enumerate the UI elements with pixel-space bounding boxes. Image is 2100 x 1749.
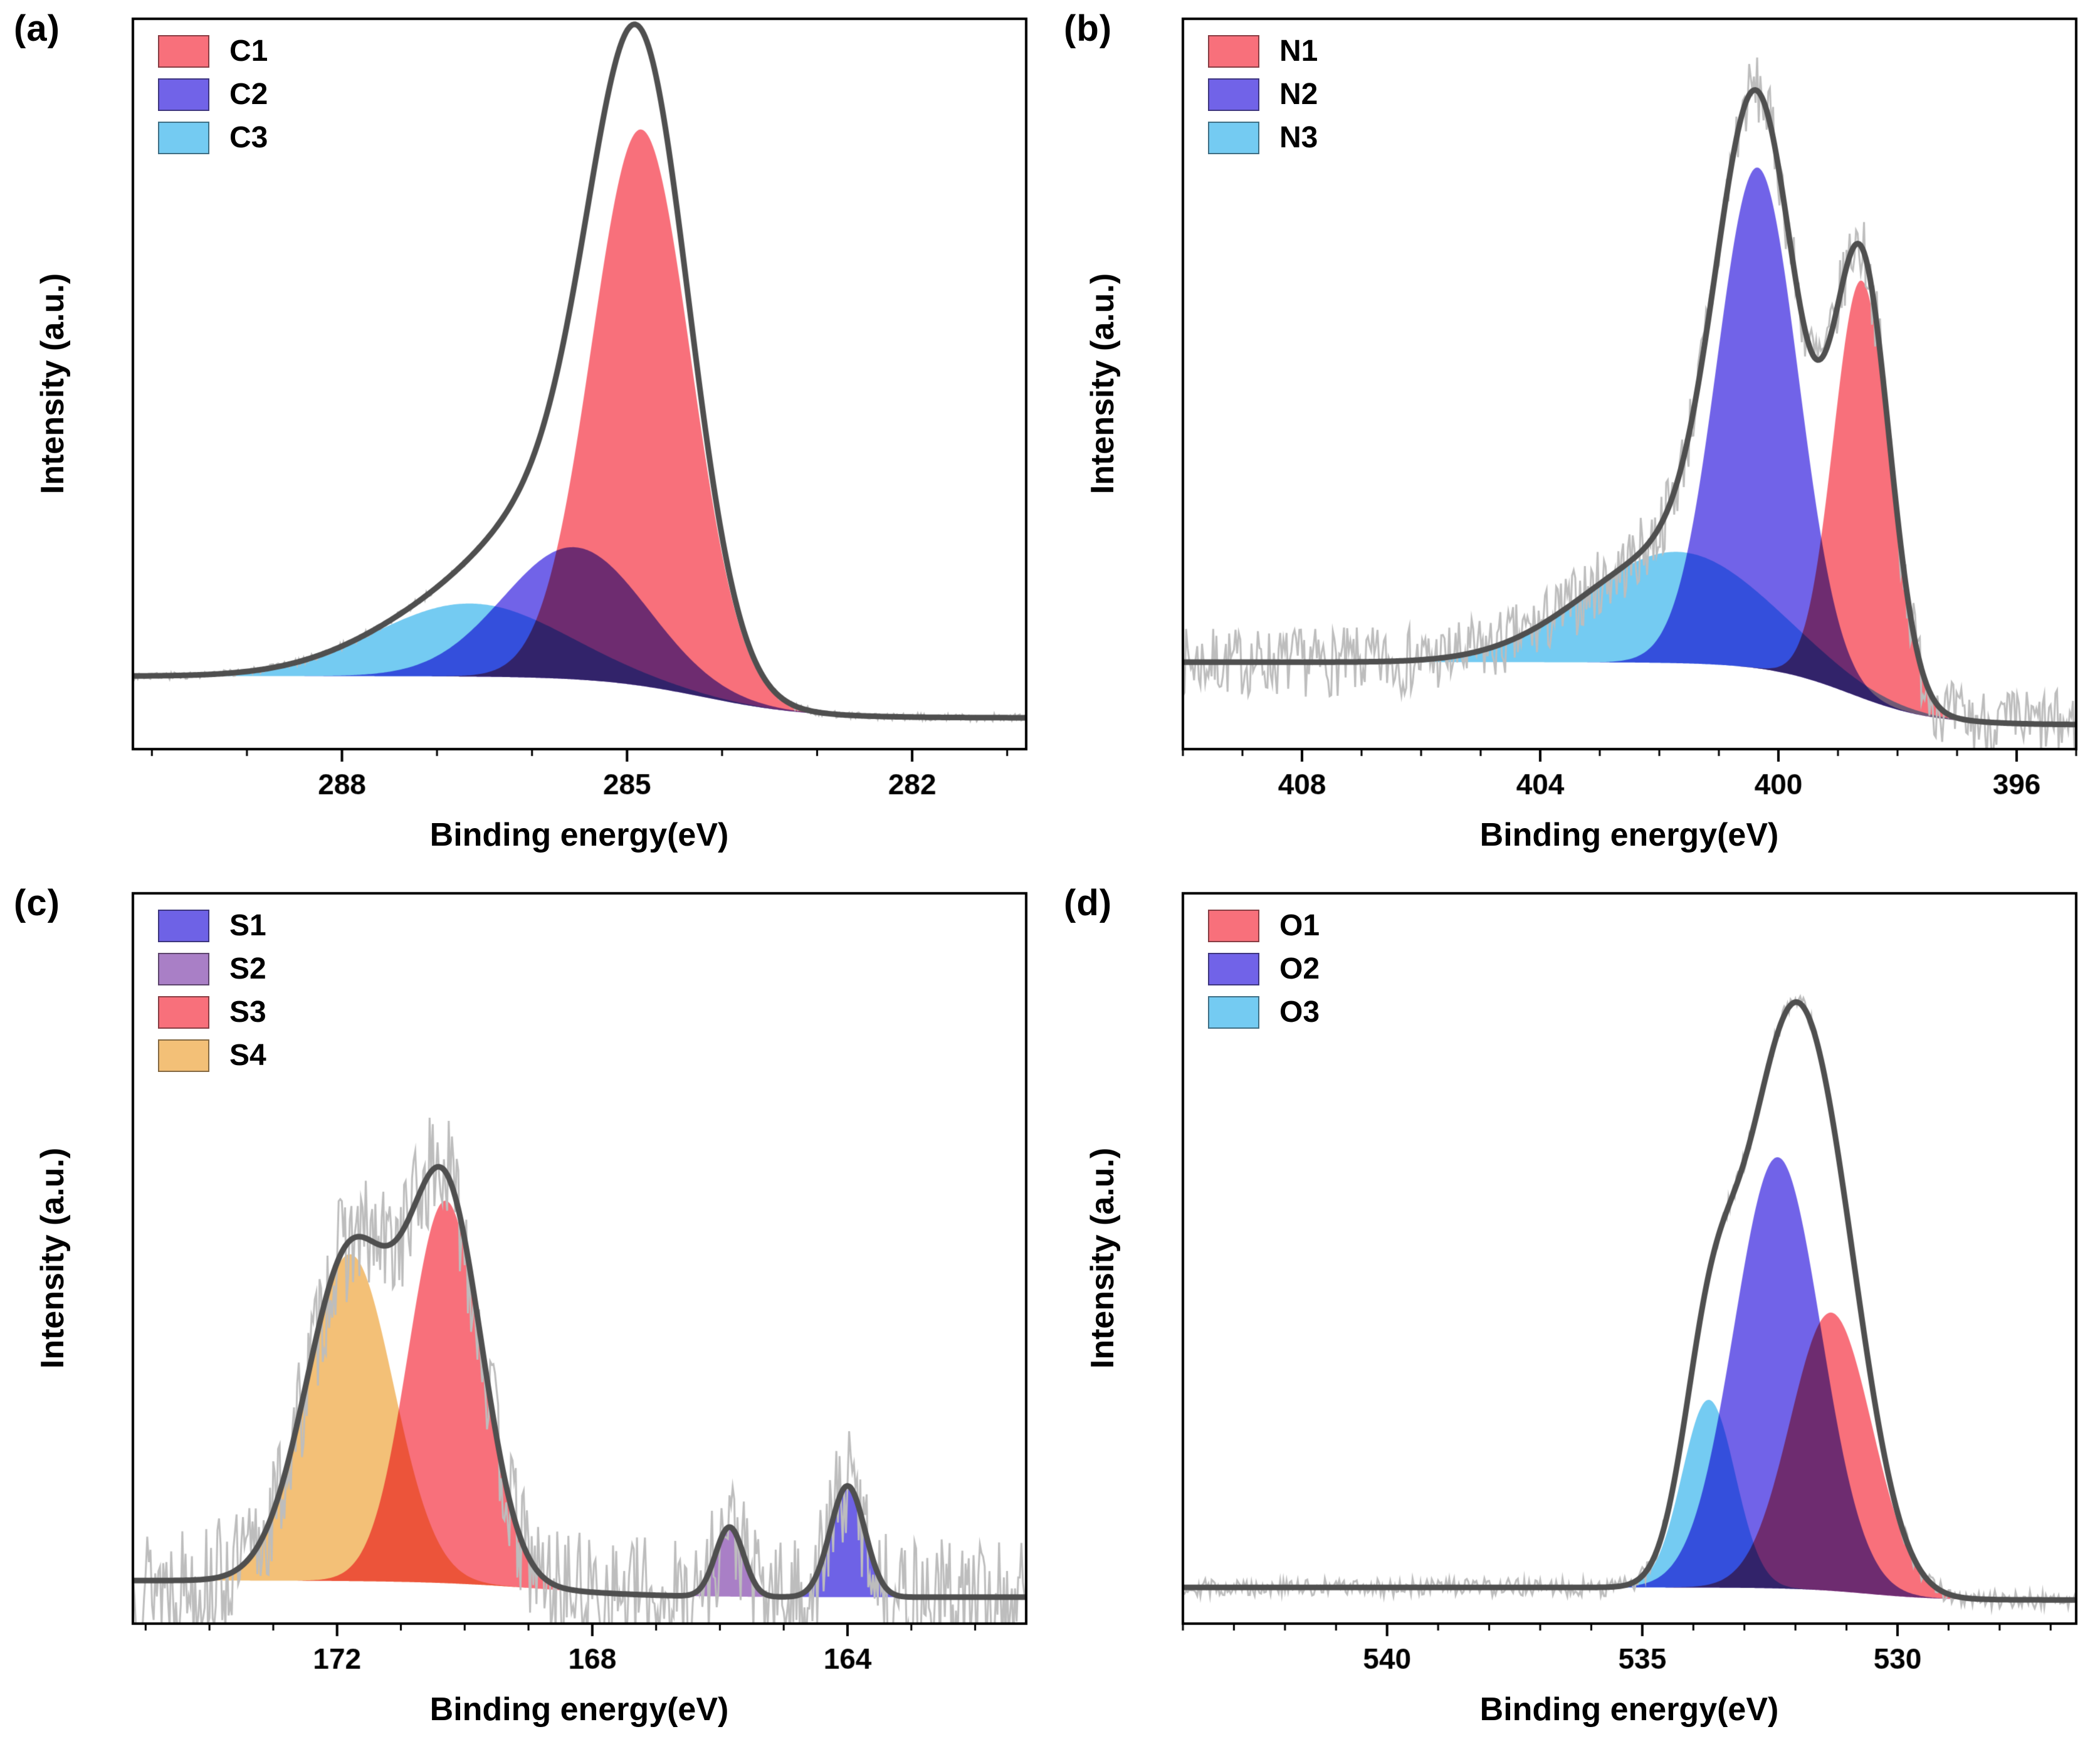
panel-d: (d) Intensity (a.u.) Binding energy(eV) … bbox=[1050, 874, 2100, 1749]
legend-b: N1 N2 N3 bbox=[1208, 34, 1318, 155]
legend-label-c1: C1 bbox=[229, 34, 268, 68]
legend-swatch-n2 bbox=[1208, 78, 1259, 111]
legend-c: S1 S2 S3 S4 bbox=[158, 908, 266, 1073]
legend-swatch-o3 bbox=[1208, 995, 1259, 1029]
legend-swatch-c2 bbox=[158, 78, 209, 111]
y-axis-label-a: Intensity (a.u.) bbox=[34, 273, 71, 495]
legend-item: O1 bbox=[1208, 908, 1320, 943]
legend-item: S2 bbox=[158, 952, 266, 986]
legend-item: N2 bbox=[1208, 77, 1318, 112]
legend-label-o2: O2 bbox=[1279, 952, 1320, 985]
legend-item: S4 bbox=[158, 1038, 266, 1073]
panel-label-b: (b) bbox=[1064, 8, 1113, 49]
legend-swatch-c1 bbox=[158, 34, 209, 68]
legend-label-n2: N2 bbox=[1279, 78, 1318, 111]
legend-item: N3 bbox=[1208, 120, 1318, 155]
legend-swatch-s4 bbox=[158, 1039, 209, 1072]
legend-label-n1: N1 bbox=[1279, 34, 1318, 68]
legend-label-s3: S3 bbox=[229, 995, 266, 1029]
legend-item: C1 bbox=[158, 34, 268, 68]
legend-item: S3 bbox=[158, 995, 266, 1029]
legend-label-c2: C2 bbox=[229, 78, 268, 111]
legend-item: N1 bbox=[1208, 34, 1318, 68]
legend-label-c3: C3 bbox=[229, 121, 268, 154]
legend-label-s2: S2 bbox=[229, 952, 266, 985]
y-axis-label-c: Intensity (a.u.) bbox=[34, 1147, 71, 1369]
panel-a: (a) Intensity (a.u.) Binding energy(eV) … bbox=[0, 0, 1050, 874]
legend-item: O2 bbox=[1208, 952, 1320, 986]
x-axis-label-d: Binding energy(eV) bbox=[1479, 1691, 1779, 1728]
legend-item: S1 bbox=[158, 908, 266, 943]
panel-b: (b) Intensity (a.u.) Binding energy(eV) … bbox=[1050, 0, 2100, 874]
legend-swatch-n3 bbox=[1208, 121, 1259, 154]
legend-swatch-o1 bbox=[1208, 909, 1259, 942]
x-axis-label-c: Binding energy(eV) bbox=[429, 1691, 729, 1728]
x-axis-label-a: Binding energy(eV) bbox=[429, 817, 729, 853]
legend-swatch-o2 bbox=[1208, 952, 1259, 985]
legend-item: O3 bbox=[1208, 995, 1320, 1029]
legend-label-s4: S4 bbox=[229, 1039, 266, 1072]
legend-d: O1 O2 O3 bbox=[1208, 908, 1320, 1029]
legend-a: C1 C2 C3 bbox=[158, 34, 268, 155]
y-axis-label-b: Intensity (a.u.) bbox=[1084, 273, 1121, 495]
legend-label-n3: N3 bbox=[1279, 121, 1318, 154]
legend-item: C2 bbox=[158, 77, 268, 112]
legend-item: C3 bbox=[158, 120, 268, 155]
legend-swatch-s1 bbox=[158, 909, 209, 942]
legend-swatch-s2 bbox=[158, 952, 209, 985]
panel-label-d: (d) bbox=[1064, 883, 1113, 923]
panel-c: (c) Intensity (a.u.) Binding energy(eV) … bbox=[0, 874, 1050, 1749]
panel-label-c: (c) bbox=[14, 883, 60, 923]
legend-swatch-s3 bbox=[158, 995, 209, 1029]
legend-label-s1: S1 bbox=[229, 909, 266, 942]
legend-label-o3: O3 bbox=[1279, 995, 1320, 1029]
legend-swatch-c3 bbox=[158, 121, 209, 154]
y-axis-label-d: Intensity (a.u.) bbox=[1084, 1147, 1121, 1369]
legend-label-o1: O1 bbox=[1279, 909, 1320, 942]
panel-label-a: (a) bbox=[14, 8, 60, 49]
legend-swatch-n1 bbox=[1208, 34, 1259, 68]
x-axis-label-b: Binding energy(eV) bbox=[1479, 817, 1779, 853]
